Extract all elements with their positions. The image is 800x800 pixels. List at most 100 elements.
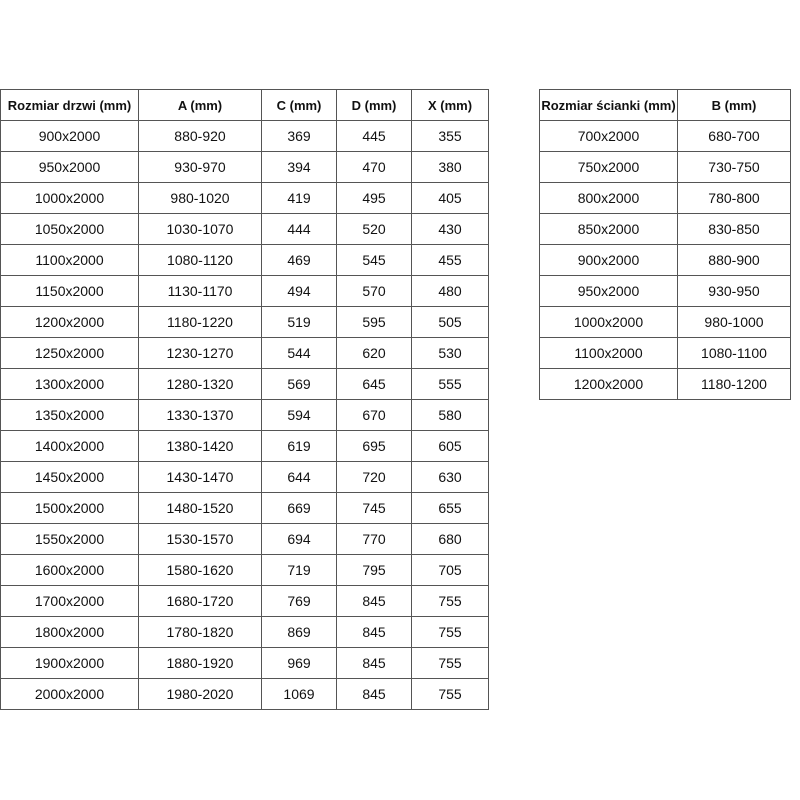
column-header: C (mm) [261,89,337,121]
table-row: 1150x2000 1130-1170 494 570 480 [0,275,489,307]
table-cell: 670 [336,399,412,431]
table-cell: 1000x2000 [539,306,678,338]
table-cell: 1480-1520 [138,492,262,524]
table-cell: 1180-1220 [138,306,262,338]
table-cell: 1680-1720 [138,585,262,617]
table-cell: 480 [411,275,489,307]
table-row: 1600x2000 1580-1620 719 795 705 [0,554,489,586]
table-cell: 755 [411,647,489,679]
table-row: 800x2000 780-800 [539,182,791,214]
table-cell: 930-970 [138,151,262,183]
table-cell: 1330-1370 [138,399,262,431]
table-cell: 780-800 [677,182,791,214]
table-row: 1100x2000 1080-1120 469 545 455 [0,244,489,276]
column-header: A (mm) [138,89,262,121]
table-cell: 695 [336,430,412,462]
table-row: 1900x2000 1880-1920 969 845 755 [0,647,489,679]
table-cell: 394 [261,151,337,183]
table-cell: 1900x2000 [0,647,139,679]
table-row: 1700x2000 1680-1720 769 845 755 [0,585,489,617]
table-cell: 1530-1570 [138,523,262,555]
table-row: 900x2000 880-900 [539,244,791,276]
table-cell: 1030-1070 [138,213,262,245]
table-row: 2000x2000 1980-2020 1069 845 755 [0,678,489,710]
table-cell: 580 [411,399,489,431]
table-cell: 1580-1620 [138,554,262,586]
table-cell: 680 [411,523,489,555]
table-cell: 505 [411,306,489,338]
table-cell: 519 [261,306,337,338]
table-cell: 1980-2020 [138,678,262,710]
column-header: D (mm) [336,89,412,121]
table-cell: 455 [411,244,489,276]
column-header: B (mm) [677,89,791,121]
table-cell: 680-700 [677,120,791,152]
table-cell: 1430-1470 [138,461,262,493]
door-sizes-table: Rozmiar drzwi (mm) A (mm) C (mm) D (mm) X (m… [0,89,489,710]
table-cell: 369 [261,120,337,152]
column-header: X (mm) [411,89,489,121]
table-cell: 669 [261,492,337,524]
table-row: 1100x2000 1080-1100 [539,337,791,369]
table-cell: 969 [261,647,337,679]
table-cell: 1600x2000 [0,554,139,586]
table-cell: 419 [261,182,337,214]
table-cell: 769 [261,585,337,617]
column-header: Rozmiar drzwi (mm) [0,89,139,121]
table-cell: 755 [411,678,489,710]
table-cell: 355 [411,120,489,152]
table-cell: 520 [336,213,412,245]
table-cell: 750x2000 [539,151,678,183]
table-cell: 880-900 [677,244,791,276]
table-row: 1050x2000 1030-1070 444 520 430 [0,213,489,245]
table-cell: 605 [411,430,489,462]
table-row: 1350x2000 1330-1370 594 670 580 [0,399,489,431]
table-cell: 1400x2000 [0,430,139,462]
table-row: 1400x2000 1380-1420 619 695 605 [0,430,489,462]
table-cell: 1880-1920 [138,647,262,679]
table-cell: 1280-1320 [138,368,262,400]
table-cell: 569 [261,368,337,400]
column-header: Rozmiar ścianki (mm) [539,89,678,121]
table-cell: 1000x2000 [0,182,139,214]
table-cell: 1500x2000 [0,492,139,524]
table-cell: 619 [261,430,337,462]
table-cell: 950x2000 [539,275,678,307]
table-cell: 445 [336,120,412,152]
table-row: 1000x2000 980-1020 419 495 405 [0,182,489,214]
table-row: 1800x2000 1780-1820 869 845 755 [0,616,489,648]
table-cell: 845 [336,616,412,648]
wall-sizes-table: Rozmiar ścianki (mm) B (mm) 700x2000 680-7… [539,89,791,400]
table-cell: 720 [336,461,412,493]
header-row: Rozmiar drzwi (mm) A (mm) C (mm) D (mm) X (m… [0,89,489,121]
table-cell: 405 [411,182,489,214]
table-cell: 570 [336,275,412,307]
table-row: 1550x2000 1530-1570 694 770 680 [0,523,489,555]
table-cell: 795 [336,554,412,586]
table-cell: 380 [411,151,489,183]
table-row: 700x2000 680-700 [539,120,791,152]
table-cell: 900x2000 [0,120,139,152]
table-cell: 1150x2000 [0,275,139,307]
table-cell: 755 [411,585,489,617]
table-row: 950x2000 930-950 [539,275,791,307]
table-row: 1200x2000 1180-1200 [539,368,791,400]
table-cell: 930-950 [677,275,791,307]
table-cell: 845 [336,647,412,679]
table-cell: 494 [261,275,337,307]
table-cell: 719 [261,554,337,586]
table-cell: 595 [336,306,412,338]
table-cell: 800x2000 [539,182,678,214]
table-row: 1200x2000 1180-1220 519 595 505 [0,306,489,338]
table-cell: 495 [336,182,412,214]
table-row: 1500x2000 1480-1520 669 745 655 [0,492,489,524]
table-cell: 1800x2000 [0,616,139,648]
table-row: 850x2000 830-850 [539,213,791,245]
table-cell: 594 [261,399,337,431]
table-cell: 1250x2000 [0,337,139,369]
table-cell: 850x2000 [539,213,678,245]
table-cell: 830-850 [677,213,791,245]
table-cell: 755 [411,616,489,648]
table-row: 950x2000 930-970 394 470 380 [0,151,489,183]
table-row: 1000x2000 980-1000 [539,306,791,338]
